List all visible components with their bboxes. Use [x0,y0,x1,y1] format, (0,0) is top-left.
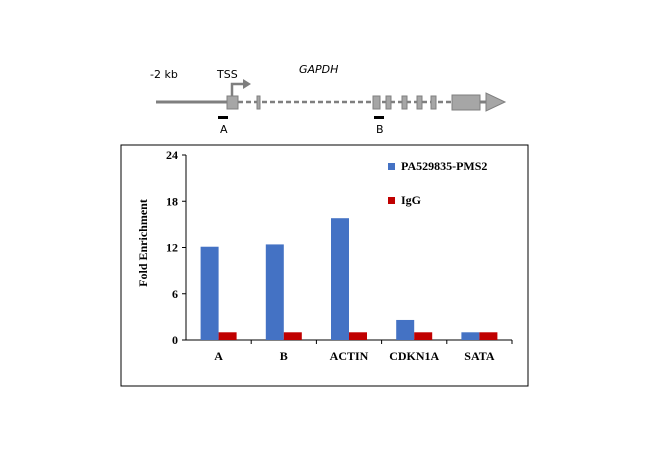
upstream-label: -2 kb [150,68,178,81]
legend-swatch-igg [388,197,395,204]
exon-6 [416,95,423,110]
exon-1 [226,95,239,110]
legend-label-igg: IgG [401,193,421,207]
bar-pms2-actin [331,218,349,340]
primer-a-label: A [220,123,228,136]
x-tick-label: SATA [464,349,495,363]
exon-8 [451,94,481,111]
x-tick-label: ACTIN [330,349,369,363]
exon-3 [372,95,381,110]
exon-7 [430,95,437,110]
tss-arrow-icon [243,79,251,89]
bar-chart: Fold Enrichment 0 6 12 18 24 A B ACTIN CDKN1A SA… [136,148,513,363]
bar-pms2-sata [461,332,480,340]
bar-pms2-cdkn1a [396,319,415,340]
y-tick-label: 0 [172,333,178,347]
bar-igg-a [218,332,237,340]
exon-4 [385,95,392,110]
x-tick-label: CDKN1A [389,349,439,363]
primer-a-bar [218,116,228,119]
y-tick-label: 12 [166,241,178,255]
tss-arrow-stem [230,82,244,96]
bar-igg-actin [349,332,367,340]
tss-label: TSS [216,68,238,81]
bar-igg-b [283,332,302,340]
gene-direction-arrow [485,92,507,112]
y-tick-label: 24 [166,148,178,162]
gene-diagram: -2 kb TSS GAPDH A B [150,63,507,136]
primer-b-label: B [376,123,384,136]
bar-pms2-b [265,244,284,340]
legend-swatch-pms2 [388,163,395,170]
primer-b-bar [374,116,384,119]
bar-pms2-a [200,246,219,340]
exon-2 [256,95,261,110]
bar-igg-cdkn1a [414,332,433,340]
chart-frame [120,144,529,387]
x-tick-label: A [214,349,223,363]
gene-name-label: GAPDH [299,63,338,76]
x-axis: A B ACTIN CDKN1A SATA [186,339,513,363]
y-tick-label: 6 [172,287,178,301]
bars [200,218,498,340]
exon-5 [401,95,408,110]
y-tick-label: 18 [166,194,178,208]
y-axis: 0 6 12 18 24 [166,148,187,347]
bar-igg-sata [479,332,498,340]
legend: PA529835-PMS2 IgG [388,159,487,207]
y-axis-label: Fold Enrichment [136,199,150,287]
x-tick-label: B [280,349,288,363]
legend-label-pms2: PA529835-PMS2 [401,159,487,173]
